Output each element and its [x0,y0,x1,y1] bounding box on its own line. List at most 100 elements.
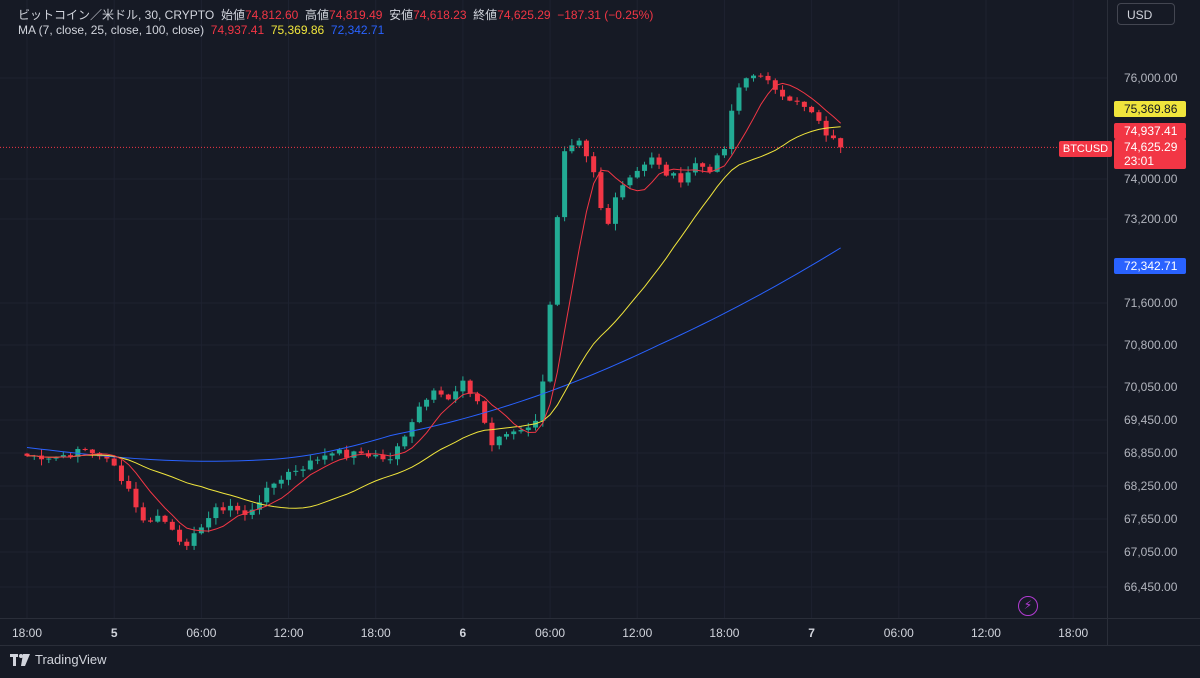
ma25-value: 75,369.86 [270,23,325,37]
candle-body [177,529,183,542]
candle-body [162,515,168,522]
candle-body [460,380,466,392]
candle-body [213,507,219,519]
candle-body [351,451,357,458]
ma7-price-tag: 74,937.41 [1114,123,1186,139]
candle-body [380,454,386,460]
candle-body [758,75,764,77]
price-axis-tick: 67,050.00 [1124,545,1178,559]
candle-body [344,449,350,458]
candle-body [554,217,560,305]
time-axis-tick: 18:00 [709,626,739,640]
tradingview-brand[interactable]: TradingView [10,652,107,667]
candle-body [627,177,633,186]
candle-body [249,509,255,515]
symbol-label[interactable]: ビットコイン／米ドル, 30, CRYPTO [18,8,215,22]
time-axis-tick: 18:00 [12,626,42,640]
candle-body [663,164,669,176]
candle-body [605,208,611,224]
candle-body [438,390,444,395]
candle-body [547,304,553,382]
price-axis-tick: 70,050.00 [1124,380,1178,394]
candle-body [656,157,662,165]
candle-body [148,520,154,522]
candle-body [206,518,212,528]
candle-body [714,155,720,172]
candle-body [39,455,45,460]
candle-body [155,515,161,522]
time-axis-tick: 7 [808,626,815,640]
candle-body [336,449,342,454]
candle-body [503,434,509,437]
candle-body [765,75,771,81]
time-axis-tick: 12:00 [622,626,652,640]
bar-countdown: 23:01 [1124,154,1155,168]
time-axis-tick: 5 [111,626,118,640]
candle-body [751,75,756,79]
symbol-price-tag: BTCUSD [1059,141,1112,157]
ma25-price-tag: 75,369.86 [1114,101,1186,117]
tradingview-logo-icon [10,653,30,666]
candle-body [787,96,793,101]
lightning-icon[interactable]: ⚡ [1018,596,1038,616]
price-axis-tick: 69,450.00 [1124,413,1178,427]
candle-body [467,380,473,394]
low-label: 安値 [389,8,414,22]
candle-body [692,163,698,173]
candle-body [453,391,459,400]
candle-body [445,394,451,400]
candle-body [743,78,749,88]
ma-label: MA (7, close, 25, close, 100, close) [18,23,205,37]
candle-body [227,505,233,511]
ma-legend[interactable]: MA (7, close, 25, close, 100, close) 74,… [18,23,384,37]
candle-body [322,455,328,460]
candle-body [642,164,648,171]
ohlc-legend: ビットコイン／米ドル, 30, CRYPTO 始値74,812.60 高値74,… [18,6,653,23]
candle-body [801,101,807,107]
time-axis-tick: 12:00 [274,626,304,640]
candle-body [60,455,66,458]
currency-button[interactable]: USD [1117,3,1175,25]
candle-body [511,431,517,435]
candle-body [286,471,292,480]
candle-body [169,521,175,530]
candle-body [540,381,546,421]
candle-body [569,145,575,152]
candle-body [395,446,401,460]
candle-body [612,197,618,224]
candle-body [562,151,568,218]
candle-body [620,185,626,198]
candle-body [591,156,597,173]
candle-body [409,422,415,437]
time-axis-tick: 6 [460,626,467,640]
candle-body [293,470,299,472]
candle-body [816,112,822,121]
candle-body [358,451,364,454]
candle-body [402,436,408,447]
time-axis-tick: 06:00 [535,626,565,640]
time-axis-tick: 18:00 [1058,626,1088,640]
candle-body [721,149,727,156]
candle-body [111,458,117,466]
candle-body [424,399,430,407]
candle-body [518,430,524,432]
last-price-tag: 74,625.29 23:01 [1114,139,1186,169]
ma100-price-tag: 72,342.71 [1114,258,1186,274]
candle-body [736,87,742,111]
price-axis-tick: 68,250.00 [1124,479,1178,493]
candle-body [830,135,836,139]
candle-body [184,541,190,546]
candle-body [133,488,139,508]
candle-body [24,453,30,456]
candle-body [525,427,531,431]
candle-body [416,406,422,423]
price-axis-tick: 76,000.00 [1124,71,1178,85]
low-value: 74,618.23 [413,8,467,22]
candle-body [431,390,437,400]
candle-body [678,173,684,183]
candle-body [264,487,270,503]
brand-label: TradingView [35,652,107,667]
candle-body [671,173,677,176]
